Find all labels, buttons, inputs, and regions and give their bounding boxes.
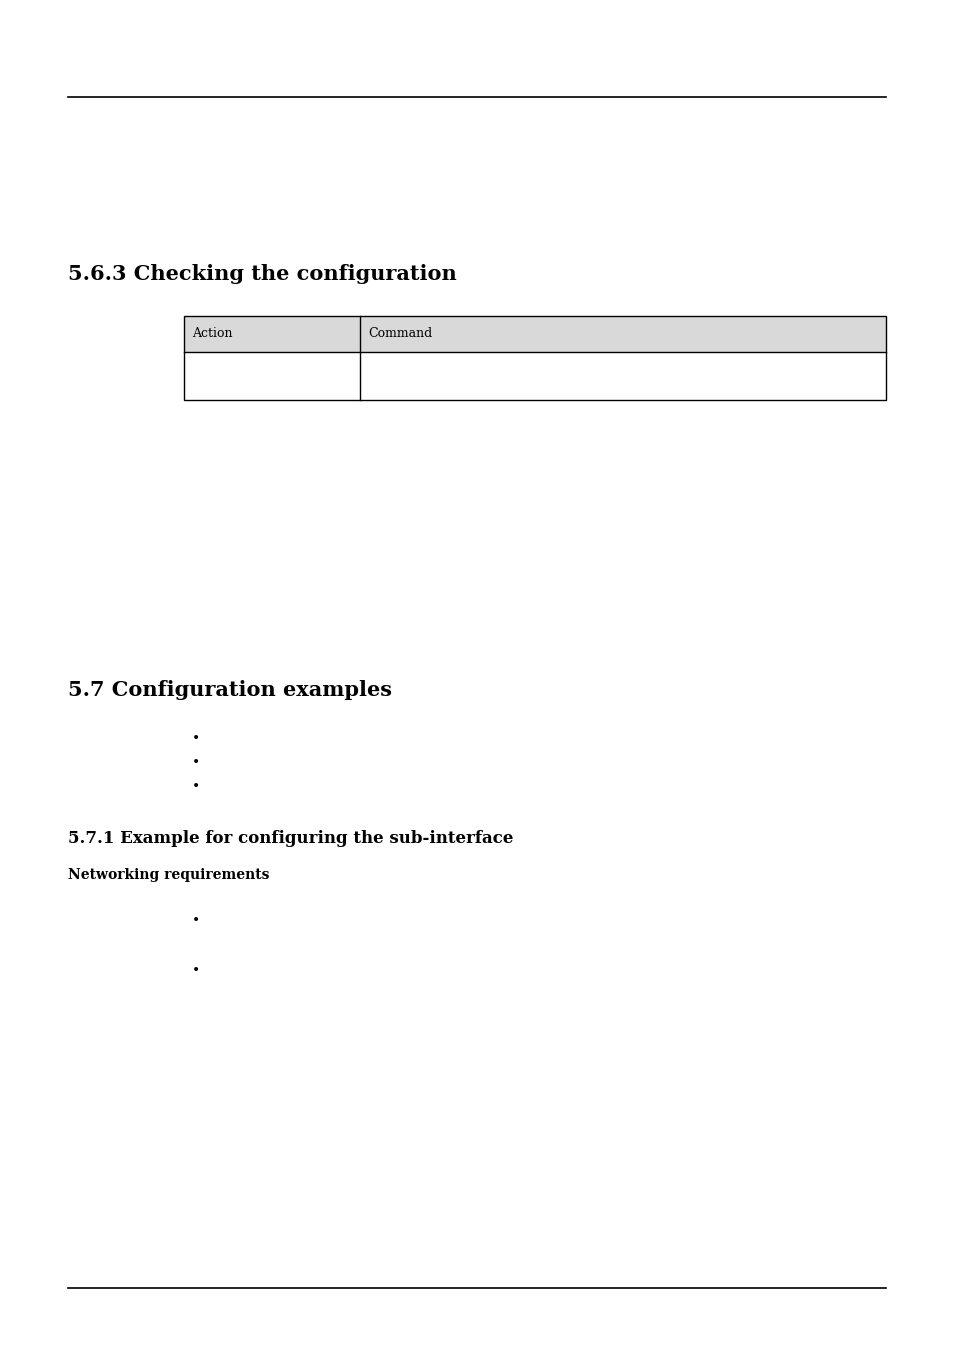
Text: •: • [192,913,200,927]
Text: 5.6.3 Checking the configuration: 5.6.3 Checking the configuration [68,265,456,284]
Text: •: • [192,779,200,792]
Text: •: • [192,755,200,770]
Text: 5.7 Configuration examples: 5.7 Configuration examples [68,680,392,701]
Text: •: • [192,730,200,745]
Text: •: • [192,963,200,977]
Bar [184,316,885,400]
Text: Networking requirements: Networking requirements [68,868,269,882]
Bar [184,316,885,352]
Text: Action: Action [192,328,233,340]
Text: Command: Command [368,328,432,340]
Text: 5.7.1 Example for configuring the sub-interface: 5.7.1 Example for configuring the sub-in… [68,830,513,846]
Bar [184,352,885,400]
